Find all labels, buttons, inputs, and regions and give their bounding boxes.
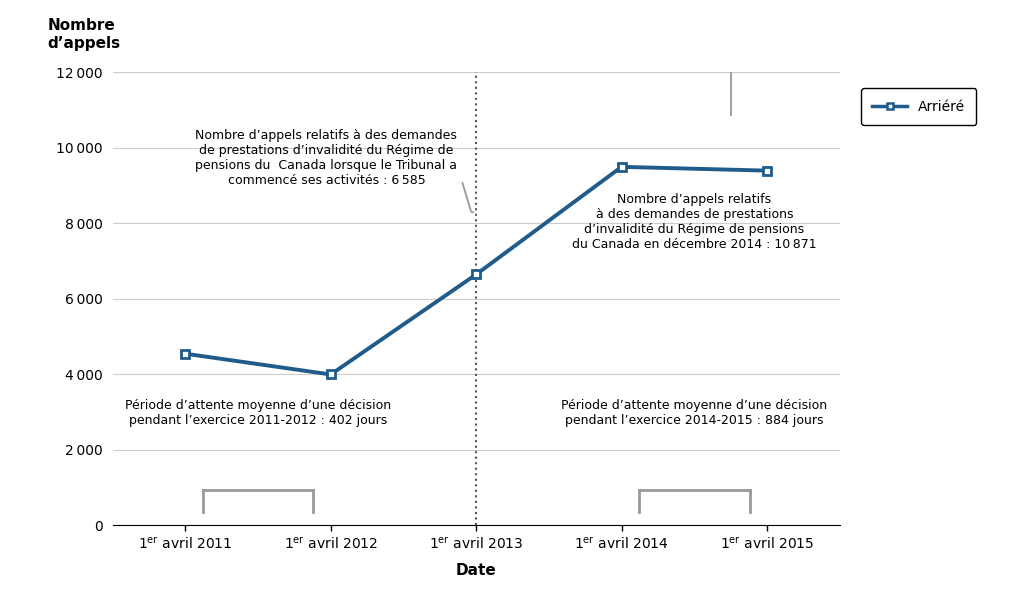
Line: Arriéré: Arriéré (181, 162, 771, 379)
Text: Nombre d’appels relatifs à des demandes
de prestations d’invalidité du Régime de: Nombre d’appels relatifs à des demandes … (196, 129, 458, 187)
Text: Nombre d’appels relatifs
à des demandes de prestations
d’invalidité du Régime de: Nombre d’appels relatifs à des demandes … (572, 193, 816, 251)
Text: Période d’attente moyenne d’une décision
pendant l’exercice 2014-2015 : 884 jour: Période d’attente moyenne d’une décision… (561, 399, 827, 427)
Legend: Arriéré: Arriéré (861, 88, 976, 124)
Arriéré (615, 163, 628, 170)
Arriéré (179, 350, 191, 358)
Arriéré (470, 271, 482, 278)
Arriéré (761, 167, 773, 175)
Arriéré (325, 371, 337, 378)
X-axis label: Date: Date (456, 563, 497, 578)
Text: Période d’attente moyenne d’une décision
pendant l’exercice 2011-2012 : 402 jour: Période d’attente moyenne d’une décision… (125, 399, 391, 427)
Text: Nombre
d’appels: Nombre d’appels (47, 18, 121, 51)
